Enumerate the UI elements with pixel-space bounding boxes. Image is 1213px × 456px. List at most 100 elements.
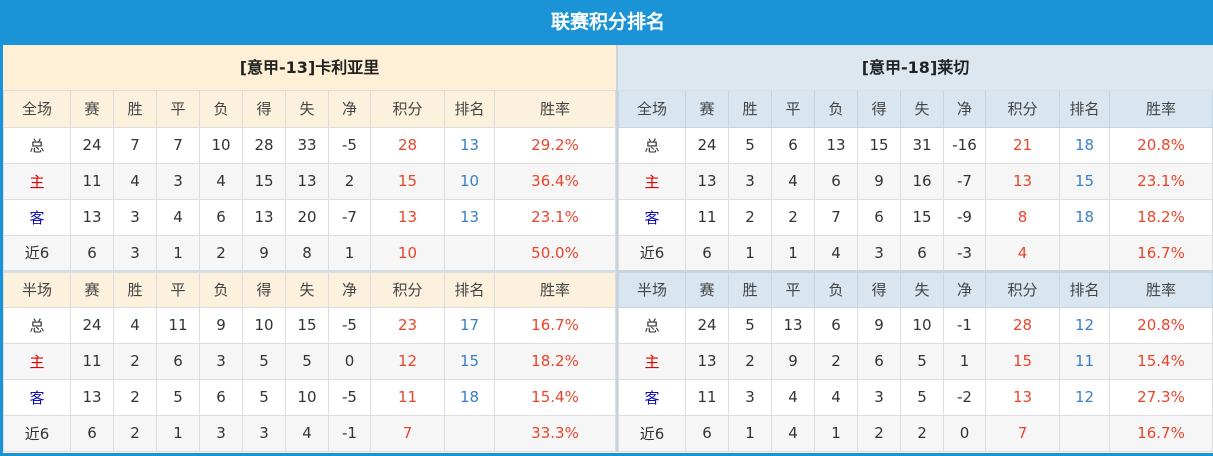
column-header: 胜率 xyxy=(1109,91,1213,128)
cell xyxy=(1059,415,1110,452)
table-row: 客 13 3 4 6 13 20 -7 13 13 23.1% xyxy=(3,199,616,236)
cell: 50.0% xyxy=(494,235,616,272)
cell: 20.8% xyxy=(1109,127,1213,164)
standings-table: 全场赛胜平负得失净积分 排名 胜率总 24 5 6 13 15 31 -16 21 18 20.8% 主 1… xyxy=(618,91,1213,452)
cell: 10 xyxy=(900,307,944,344)
cell: 5 xyxy=(900,379,944,416)
column-header: 排名 xyxy=(1059,91,1110,128)
column-header: 得 xyxy=(857,91,901,128)
cell: 4 xyxy=(814,379,858,416)
cell: 23.1% xyxy=(494,199,616,236)
cell: 13 xyxy=(242,199,286,236)
column-header: 赛 xyxy=(70,269,114,308)
table-row: 近6 6 3 1 2 9 8 1 10 50.0% xyxy=(3,235,616,272)
cell: 4 xyxy=(285,415,329,452)
section-label: 全场 xyxy=(3,91,71,128)
cell: 7 xyxy=(156,127,200,164)
cell: 6 xyxy=(857,199,901,236)
row-label: 近6 xyxy=(3,415,71,452)
column-header: 赛 xyxy=(685,91,729,128)
cell: -1 xyxy=(328,415,371,452)
cell: -7 xyxy=(943,163,986,200)
cell: 23 xyxy=(370,307,445,344)
cell: 28 xyxy=(370,127,445,164)
column-header: 平 xyxy=(156,91,200,128)
cell: 15 xyxy=(444,343,495,380)
cell: 12 xyxy=(370,343,445,380)
row-label: 主 xyxy=(618,343,686,380)
cell: 10 xyxy=(370,235,445,272)
cell: 36.4% xyxy=(494,163,616,200)
cell: 20.8% xyxy=(1109,307,1213,344)
row-label: 客 xyxy=(3,379,71,416)
cell: 2 xyxy=(113,379,157,416)
column-header: 平 xyxy=(771,269,815,308)
cell: 7 xyxy=(985,415,1060,452)
cell: 4 xyxy=(814,235,858,272)
cell: 13 xyxy=(70,199,114,236)
cell: 31 xyxy=(900,127,944,164)
table-row: 近6 6 2 1 3 3 4 -1 7 33.3% xyxy=(3,415,616,452)
cell: 18.2% xyxy=(494,343,616,380)
cell: 6 xyxy=(199,379,243,416)
table-row: 近6 6 1 4 1 2 2 0 7 16.7% xyxy=(618,415,1213,452)
column-header: 赛 xyxy=(70,91,114,128)
cell: 5 xyxy=(285,343,329,380)
cell: 13 xyxy=(70,379,114,416)
cell: 6 xyxy=(771,127,815,164)
cell: 1 xyxy=(156,415,200,452)
cell: 18 xyxy=(1059,127,1110,164)
table-row: 客 13 2 5 6 5 10 -5 11 18 15.4% xyxy=(3,379,616,416)
team-name[interactable]: [意甲-18]莱切 xyxy=(618,45,1213,91)
table-row: 总 24 7 7 10 28 33 -5 28 13 29.2% xyxy=(3,127,616,164)
cell: 16.7% xyxy=(1109,235,1213,272)
cell: 9 xyxy=(771,343,815,380)
cell: 4 xyxy=(156,199,200,236)
cell: 4 xyxy=(113,307,157,344)
cell: 16.7% xyxy=(494,307,616,344)
cell: 6 xyxy=(900,235,944,272)
column-header: 失 xyxy=(285,269,329,308)
cell: 16.7% xyxy=(1109,415,1213,452)
cell: 2 xyxy=(199,235,243,272)
team-name[interactable]: [意甲-13]卡利亚里 xyxy=(3,45,616,91)
cell: -3 xyxy=(943,235,986,272)
cell: 3 xyxy=(857,379,901,416)
column-header: 胜 xyxy=(113,91,157,128)
cell: -16 xyxy=(943,127,986,164)
cell: 13 xyxy=(685,163,729,200)
row-label: 近6 xyxy=(618,235,686,272)
cell: 1 xyxy=(771,235,815,272)
cell: -1 xyxy=(943,307,986,344)
column-header: 得 xyxy=(857,269,901,308)
cell: 12 xyxy=(1059,379,1110,416)
cell: 3 xyxy=(728,379,772,416)
cell: 4 xyxy=(771,379,815,416)
column-header: 得 xyxy=(242,269,286,308)
cell: 6 xyxy=(857,343,901,380)
cell xyxy=(1059,235,1110,272)
cell: 13 xyxy=(370,199,445,236)
section-label: 半场 xyxy=(618,269,686,308)
team-panel: [意甲-18]莱切 全场赛胜平负得失净积分 排名 胜率总 24 5 6 13 15 31 -16 21… xyxy=(618,45,1213,452)
cell: 2 xyxy=(814,343,858,380)
table-row: 主 13 3 4 6 9 16 -7 13 15 23.1% xyxy=(618,163,1213,200)
cell: 15 xyxy=(900,199,944,236)
cell: 9 xyxy=(242,235,286,272)
column-header-row: 半场赛胜平负得失净积分 排名 胜率 xyxy=(3,269,616,308)
cell: 5 xyxy=(242,379,286,416)
row-label: 客 xyxy=(618,379,686,416)
cell: 6 xyxy=(199,199,243,236)
column-header: 负 xyxy=(199,269,243,308)
cell: 11 xyxy=(370,379,445,416)
cell: 6 xyxy=(814,307,858,344)
cell xyxy=(444,235,495,272)
cell: 20 xyxy=(285,199,329,236)
cell: 24 xyxy=(70,307,114,344)
row-label: 近6 xyxy=(3,235,71,272)
cell: 11 xyxy=(70,343,114,380)
cell: 5 xyxy=(728,127,772,164)
column-header: 排名 xyxy=(444,91,495,128)
table-row: 总 24 5 13 6 9 10 -1 28 12 20.8% xyxy=(618,307,1213,344)
cell: 15 xyxy=(285,307,329,344)
